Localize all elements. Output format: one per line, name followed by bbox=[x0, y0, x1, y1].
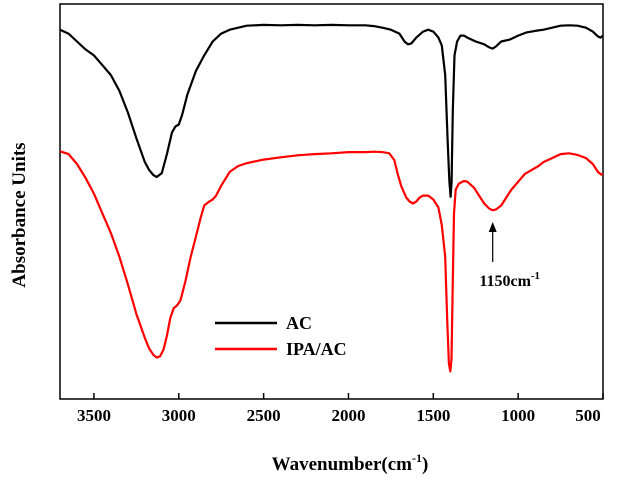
x-tick-label-3000: 3000 bbox=[162, 406, 196, 425]
legend-label-ipa-ac: IPA/AC bbox=[286, 339, 347, 359]
annotation-label-sup: -1 bbox=[531, 270, 540, 282]
legend: AC IPA/AC bbox=[215, 313, 347, 359]
series-line-ac bbox=[59, 23, 604, 198]
series-layer bbox=[59, 23, 604, 373]
x-axis-title-main: Wavenumber(cm bbox=[272, 454, 413, 475]
annotation-arrow-head bbox=[488, 222, 497, 232]
annotation-label: 1150cm-1 bbox=[479, 270, 540, 290]
series-line-ipa-ac bbox=[59, 150, 604, 373]
y-axis-title: Absorbance Units bbox=[9, 142, 30, 287]
plot-frame bbox=[59, 3, 604, 400]
legend-label-ac: AC bbox=[286, 313, 312, 333]
annotation-1150: 1150cm-1 bbox=[479, 222, 540, 290]
x-tick-label-1500: 1500 bbox=[416, 406, 450, 425]
x-ticks: 3500 3000 2500 2000 1500 1000 500 bbox=[77, 393, 604, 425]
x-axis-title-sup: -1 bbox=[412, 451, 422, 465]
x-tick-label-1000: 1000 bbox=[501, 406, 535, 425]
x-tick-label-3500: 3500 bbox=[77, 406, 111, 425]
x-axis-title: Wavenumber(cm-1) bbox=[272, 451, 429, 475]
x-tick-label-2000: 2000 bbox=[331, 406, 365, 425]
x-axis-title-close: ) bbox=[422, 454, 428, 475]
x-tick-label-2500: 2500 bbox=[247, 406, 281, 425]
annotation-label-main: 1150cm bbox=[479, 273, 531, 290]
x-tick-label-500: 500 bbox=[575, 406, 601, 425]
